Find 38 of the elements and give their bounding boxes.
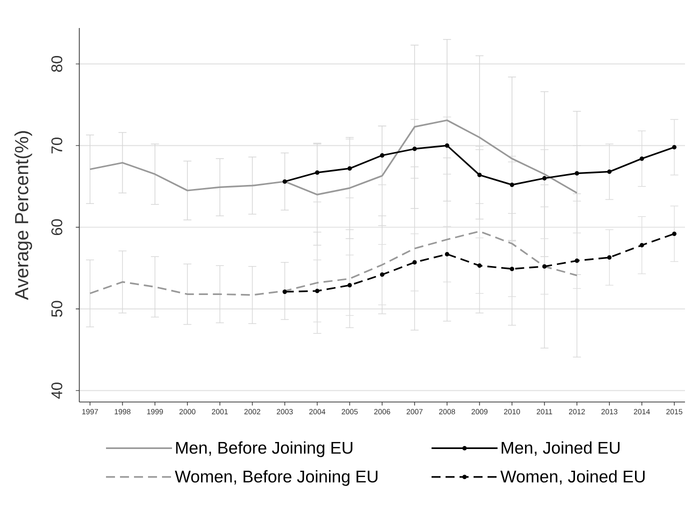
line-series [89, 230, 578, 296]
point [444, 252, 450, 256]
point [380, 272, 384, 277]
point [412, 146, 417, 152]
y-axis-title: Average Percent(%) [14, 131, 32, 300]
line-series [89, 119, 578, 196]
y-tick-label: 80 [51, 56, 62, 72]
point [574, 258, 580, 263]
point [412, 260, 417, 265]
y-tick-label: 40 [51, 382, 62, 399]
point [672, 232, 676, 236]
point [607, 170, 612, 174]
y-tick-label: 70 [51, 138, 62, 154]
legend-label: Men, Before Joining EU [176, 441, 352, 458]
point [510, 266, 514, 272]
y-tick-label: 60 [51, 219, 62, 236]
point [510, 182, 514, 187]
point [542, 176, 547, 180]
point [477, 263, 482, 268]
point [672, 145, 676, 150]
point [574, 171, 580, 176]
y-tick-label: 50 [51, 300, 62, 317]
legend-label: Men, Joined EU [502, 441, 620, 456]
point [315, 288, 320, 294]
point [380, 153, 384, 158]
point [607, 255, 612, 260]
point [640, 156, 644, 161]
point [347, 166, 352, 171]
legend-label: Women, Before Joining EU [174, 470, 378, 486]
point [640, 243, 644, 248]
point [444, 143, 450, 148]
point [282, 290, 287, 294]
point [315, 170, 320, 175]
point [542, 264, 547, 269]
point [347, 283, 352, 288]
legend-label: Women, Joined EU [500, 470, 645, 485]
point [477, 172, 482, 178]
point [282, 179, 287, 184]
